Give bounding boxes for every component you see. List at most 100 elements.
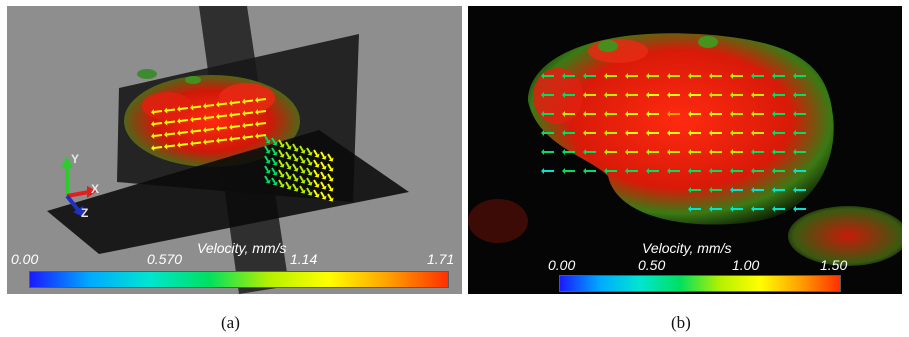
- velocity-arrowhead: [730, 187, 733, 193]
- velocity-arrowhead: [688, 206, 691, 212]
- velocity-arrowhead: [772, 149, 775, 155]
- velocity-arrow: [299, 165, 304, 172]
- velocity-arrow: [285, 141, 290, 148]
- velocity-arrowhead: [604, 149, 607, 155]
- velocity-arrow: [218, 114, 228, 118]
- velocity-arrow: [257, 134, 267, 137]
- velocity-arrowhead: [265, 159, 271, 164]
- axis-label-z: Z: [81, 206, 89, 220]
- velocity-arrow: [271, 147, 276, 154]
- velocity-arrow: [306, 177, 311, 184]
- velocity-arrow: [271, 137, 276, 144]
- velocity-vectors-a: [151, 97, 334, 202]
- velocity-arrow: [153, 110, 163, 113]
- velocity-arrow: [292, 183, 297, 190]
- velocity-arrowhead: [793, 168, 796, 174]
- velocity-arrowhead: [625, 111, 628, 117]
- velocity-arrow: [306, 147, 311, 154]
- velocity-arrowhead: [688, 73, 691, 79]
- velocity-arrowhead: [751, 92, 754, 98]
- velocity-arrowhead: [272, 181, 278, 186]
- velocity-arrowhead: [604, 130, 607, 136]
- velocity-arrow: [292, 173, 297, 180]
- velocity-arrowhead: [279, 163, 285, 168]
- velocity-arrowhead: [255, 121, 259, 127]
- velocity-arrowhead: [667, 168, 670, 174]
- velocity-arrowhead: [255, 109, 259, 115]
- velocity-arrowhead: [286, 145, 292, 150]
- velocity-arrow: [299, 175, 304, 182]
- velocity-arrow: [285, 171, 290, 178]
- colorbar-tick-a-3: 1.71: [427, 251, 455, 267]
- velocity-arrowhead: [772, 111, 775, 117]
- velocity-arrow: [327, 153, 332, 160]
- velocity-arrow: [271, 177, 276, 184]
- velocity-arrow: [153, 134, 163, 137]
- velocity-arrowhead: [751, 130, 754, 136]
- velocity-arrowhead: [307, 151, 313, 156]
- velocity-arrowhead: [583, 73, 586, 79]
- velocity-arrowhead: [793, 187, 796, 193]
- velocity-arrow: [264, 145, 269, 152]
- caption-b: (b): [671, 313, 691, 332]
- velocity-arrowhead: [772, 187, 775, 193]
- velocity-arrowhead: [688, 187, 691, 193]
- velocity-arrow: [271, 167, 276, 174]
- velocity-arrowhead: [688, 92, 691, 98]
- velocity-arrow: [327, 183, 332, 190]
- velocity-arrow: [306, 167, 311, 174]
- velocity-arrowhead: [709, 92, 712, 98]
- velocity-arrowhead: [279, 143, 285, 148]
- velocity-arrow: [306, 157, 311, 164]
- colorbar-a: [29, 271, 449, 288]
- velocity-arrowhead: [709, 73, 712, 79]
- velocity-arrowhead: [314, 153, 320, 158]
- velocity-arrowhead: [255, 97, 259, 103]
- velocity-arrow: [231, 101, 241, 104]
- velocity-arrowhead: [625, 92, 628, 98]
- velocity-arrowhead: [793, 206, 796, 212]
- velocity-arrowhead: [772, 168, 775, 174]
- velocity-arrowhead: [751, 111, 754, 117]
- velocity-arrow: [327, 173, 332, 180]
- velocity-arrowhead: [541, 149, 544, 155]
- velocity-arrowhead: [793, 92, 796, 98]
- velocity-arrowhead: [751, 73, 754, 79]
- panel-b-slice-view: Velocity, mm/s 0.00 0.50 1.00 1.50: [468, 6, 902, 294]
- velocity-arrowhead: [321, 155, 327, 160]
- velocity-arrow: [264, 135, 269, 142]
- panel-a-3d-view: Y X Z Velocity, mm/s 0.00 0.570 1.14 1.7…: [7, 6, 462, 294]
- velocity-arrowhead: [604, 92, 607, 98]
- velocity-arrowhead: [216, 113, 220, 120]
- velocity-arrowhead: [751, 149, 754, 155]
- orientation-axes: [61, 156, 97, 218]
- velocity-arrowhead: [772, 130, 775, 136]
- velocity-arrow: [320, 151, 325, 158]
- velocity-arrowhead: [265, 169, 271, 174]
- velocity-arrow: [166, 132, 176, 136]
- velocity-arrowhead: [321, 185, 327, 190]
- velocity-arrowhead: [772, 92, 775, 98]
- velocity-arrowhead: [646, 149, 649, 155]
- velocity-arrow: [153, 122, 163, 125]
- velocity-arrowhead: [272, 171, 278, 176]
- velocity-arrowhead: [307, 161, 313, 166]
- velocity-arrowhead: [286, 175, 292, 180]
- velocity-arrow: [179, 143, 189, 146]
- colorbar-title-a: Velocity, mm/s: [197, 240, 287, 256]
- velocity-arrowhead: [203, 127, 207, 133]
- velocity-arrow: [205, 140, 215, 143]
- velocity-arrowhead: [293, 167, 299, 172]
- velocity-arrowhead: [793, 73, 796, 79]
- z-axis-icon: [65, 194, 81, 213]
- velocity-arrowhead: [286, 185, 292, 190]
- colorbar-tick-a-2: 1.14: [290, 251, 318, 267]
- panel-a-scene: [47, 6, 409, 294]
- velocity-arrowhead: [314, 163, 320, 168]
- velocity-arrow: [166, 120, 176, 124]
- velocity-arrowhead: [688, 149, 691, 155]
- velocity-arrow: [313, 149, 318, 156]
- velocity-arrow: [205, 128, 215, 131]
- velocity-arrowhead: [177, 130, 181, 136]
- velocity-arrowhead: [604, 111, 607, 117]
